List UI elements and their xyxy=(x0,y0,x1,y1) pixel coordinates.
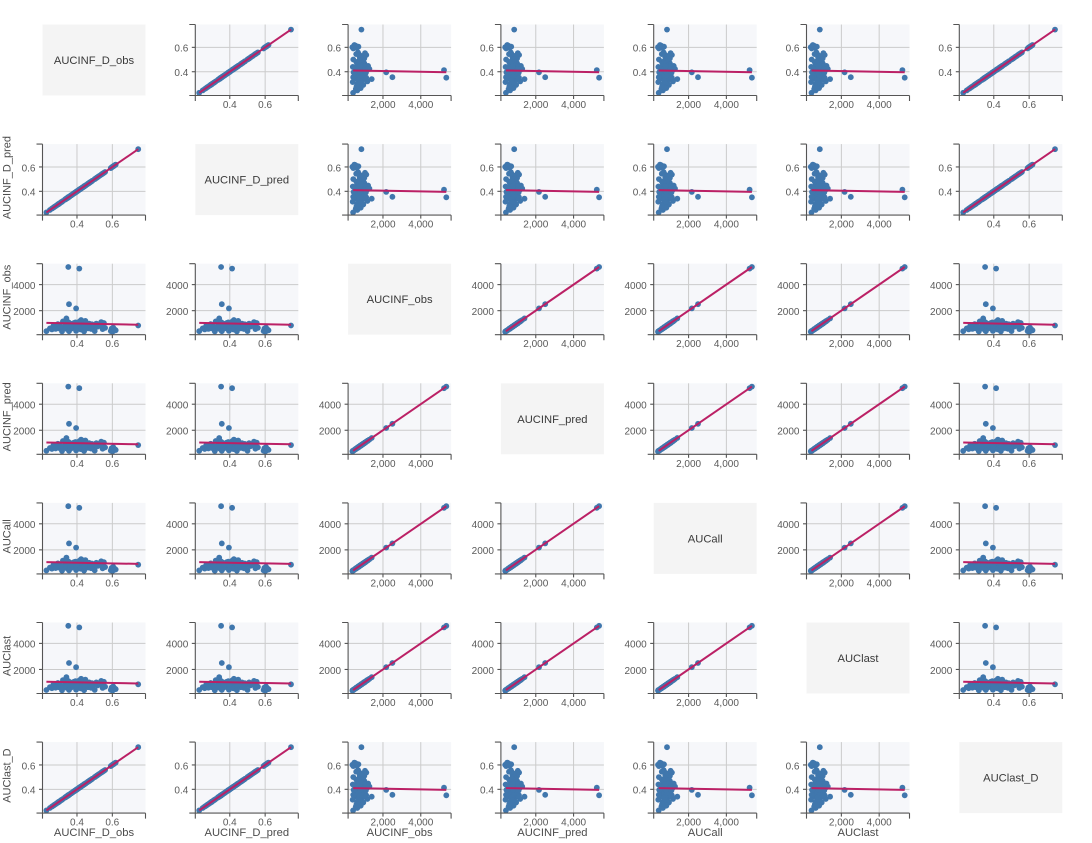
svg-text:AUCINF_D_pred: AUCINF_D_pred xyxy=(1,136,13,219)
svg-text:AUCINF_D_obs: AUCINF_D_obs xyxy=(54,55,135,67)
svg-text:AUClast: AUClast xyxy=(837,653,879,665)
svg-text:AUCINF_pred: AUCINF_pred xyxy=(517,414,587,426)
svg-text:AUCall: AUCall xyxy=(688,827,723,839)
svg-text:AUClast_D: AUClast_D xyxy=(983,773,1038,785)
svg-text:AUClast_D: AUClast_D xyxy=(1,748,13,802)
svg-text:AUCall: AUCall xyxy=(688,533,723,545)
svg-text:AUCINF_D_obs: AUCINF_D_obs xyxy=(54,827,135,839)
svg-text:AUCINF_obs: AUCINF_obs xyxy=(367,294,433,306)
svg-text:AUClast: AUClast xyxy=(1,636,13,676)
svg-text:AUCINF_pred: AUCINF_pred xyxy=(1,382,13,451)
svg-text:AUCINF_obs: AUCINF_obs xyxy=(1,264,13,329)
svg-text:AUCall: AUCall xyxy=(1,519,13,553)
svg-text:AUCINF_obs: AUCINF_obs xyxy=(367,827,433,839)
svg-text:AUCINF_D_pred: AUCINF_D_pred xyxy=(205,827,290,839)
svg-text:AUCINF_pred: AUCINF_pred xyxy=(517,827,587,839)
svg-text:AUClast: AUClast xyxy=(837,827,879,839)
svg-text:AUCINF_D_pred: AUCINF_D_pred xyxy=(205,175,290,187)
